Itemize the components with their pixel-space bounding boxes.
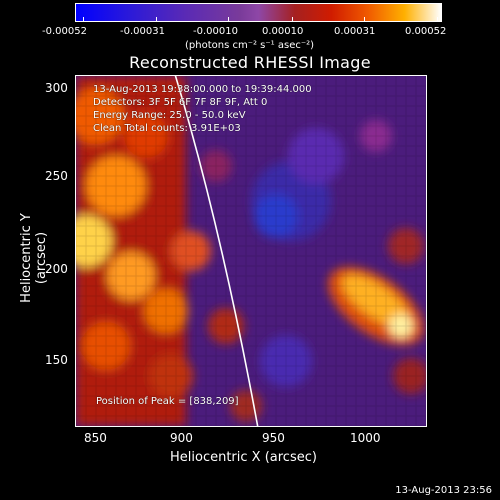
y-tick-label: 250 [45,169,68,183]
y-tick-label: 200 [45,262,68,276]
x-tick-label: 950 [262,431,285,445]
colorbar-tick-label: -0.00052 [42,26,87,37]
x-tick-label: 850 [84,431,107,445]
clean-counts-label: Clean Total counts: 3.91E+03 [93,123,241,134]
x-axis-label: Heliocentric X (arcsec) [170,450,317,465]
rhessi-image-canvas [76,76,426,426]
rhessi-image: 13-Aug-2013 19:38:00.000 to 19:39:44.000… [75,75,427,427]
energy-range-label: Energy Range: 25.0 - 50.0 keV [93,110,246,121]
colorbar-tick-label: -0.00031 [120,26,165,37]
x-tick-label: 900 [170,431,193,445]
y-axis-label: Heliocentric Y (arcsec) [19,213,49,303]
x-tick-label: 1000 [350,431,381,445]
colorbar-tick-label: 0.00031 [334,26,376,37]
detectors-label: Detectors: 3F 5F 6F 7F 8F 9F, Att 0 [93,97,268,108]
y-tick-label: 300 [45,81,68,95]
colorbar [75,3,442,22]
colorbar-tick-label: 0.00010 [262,26,304,37]
y-tick-label: 150 [45,353,68,367]
peak-position-label: Position of Peak = [838,209] [96,396,239,407]
colorbar-tick-label: -0.00010 [193,26,238,37]
footer-date: 13-Aug-2013 23:56 [395,485,492,496]
plot-title: Reconstructed RHESSI Image [129,53,371,72]
time-range-label: 13-Aug-2013 19:38:00.000 to 19:39:44.000 [93,84,312,95]
colorbar-units: (photons cm⁻² s⁻¹ asec⁻²) [185,40,315,51]
colorbar-tick-label: 0.00052 [405,26,447,37]
